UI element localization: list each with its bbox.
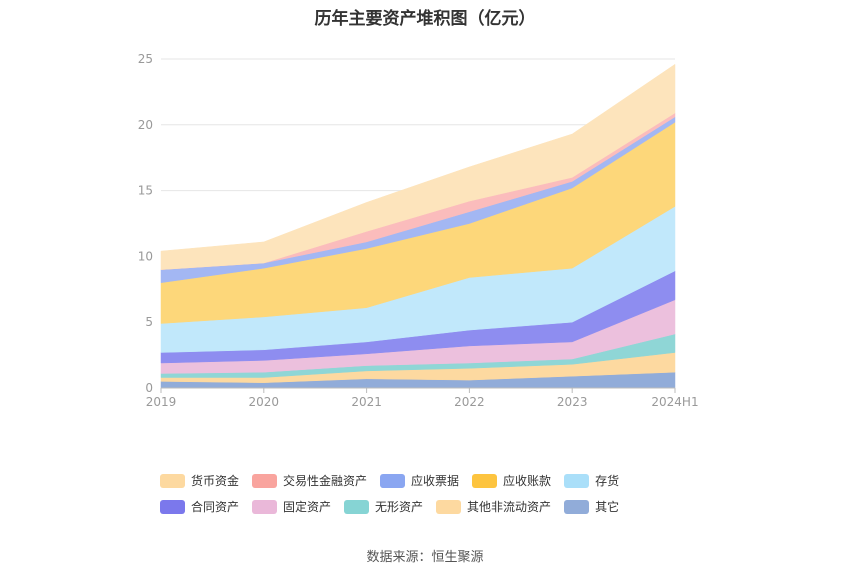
area-series-9 (160, 63, 676, 270)
legend-swatch (344, 499, 370, 514)
legend-label: 固定资产 (283, 500, 332, 514)
axes: 0 5 10 15 20 25 2019 2020 2021 2022 2023 2024H1 (138, 52, 699, 409)
y-tick-label: 25 (138, 52, 153, 66)
y-tick-label: 15 (138, 184, 153, 198)
legend-item[interactable]: 合同资产 (160, 498, 239, 515)
x-tick-label: 2019 (146, 395, 177, 409)
legend-item[interactable]: 存货 (564, 472, 619, 489)
y-tick-label: 5 (145, 315, 153, 329)
legend-item[interactable]: 固定资产 (252, 498, 331, 515)
legend-label: 其它 (595, 500, 620, 514)
legend-swatch (380, 473, 406, 488)
legend-swatch (252, 499, 278, 514)
legend-label: 交易性金融资产 (283, 474, 368, 488)
legend-label: 无形资产 (375, 500, 424, 514)
legend-swatch (436, 499, 462, 514)
y-tick-label: 20 (138, 118, 153, 132)
stacked-area-chart: 0 5 10 15 20 25 2019 2020 2021 2022 2023 2024H1 (138, 52, 699, 409)
legend-swatch (252, 473, 278, 488)
legend-swatch (160, 499, 185, 514)
legend-item[interactable]: 其它 (564, 498, 619, 515)
x-tick-label: 2020 (249, 395, 280, 409)
x-tick-label: 2024H1 (651, 395, 698, 409)
data-source: 数据来源：恒生聚源 (366, 550, 484, 565)
x-tick-label: 2023 (557, 395, 588, 409)
legend-item[interactable]: 无形资产 (344, 498, 423, 515)
legend-item[interactable]: 交易性金融资产 (252, 472, 367, 489)
legend-item[interactable]: 其他非流动资产 (436, 498, 551, 515)
legend-item[interactable]: 应收账款 (472, 472, 551, 489)
legend-swatch (564, 499, 590, 514)
x-tick-label: 2021 (351, 395, 382, 409)
legend-label: 应收账款 (503, 474, 552, 488)
chart-title: 历年主要资产堆积图（亿元） (314, 9, 536, 29)
legend-item[interactable]: 应收票据 (380, 472, 459, 489)
legend-item[interactable]: 货币资金 (160, 472, 239, 489)
legend-label: 合同资产 (191, 500, 240, 514)
y-tick-label: 10 (138, 249, 153, 263)
legend-swatch (472, 473, 498, 488)
y-tick-label: 0 (145, 381, 153, 395)
legend-label: 货币资金 (191, 474, 240, 488)
legend-swatch (160, 473, 185, 488)
legend-label: 应收票据 (411, 474, 460, 488)
legend-label: 存货 (595, 474, 620, 488)
legend: 货币资金 交易性金融资产 应收票据 应收账款 存货合同资产 固定资产 无形资产 其他非流动资产… (160, 472, 720, 515)
x-tick-label: 2022 (454, 395, 485, 409)
legend-label: 其他非流动资产 (467, 500, 552, 514)
legend-swatch (564, 473, 590, 488)
area-series-group (160, 63, 676, 389)
